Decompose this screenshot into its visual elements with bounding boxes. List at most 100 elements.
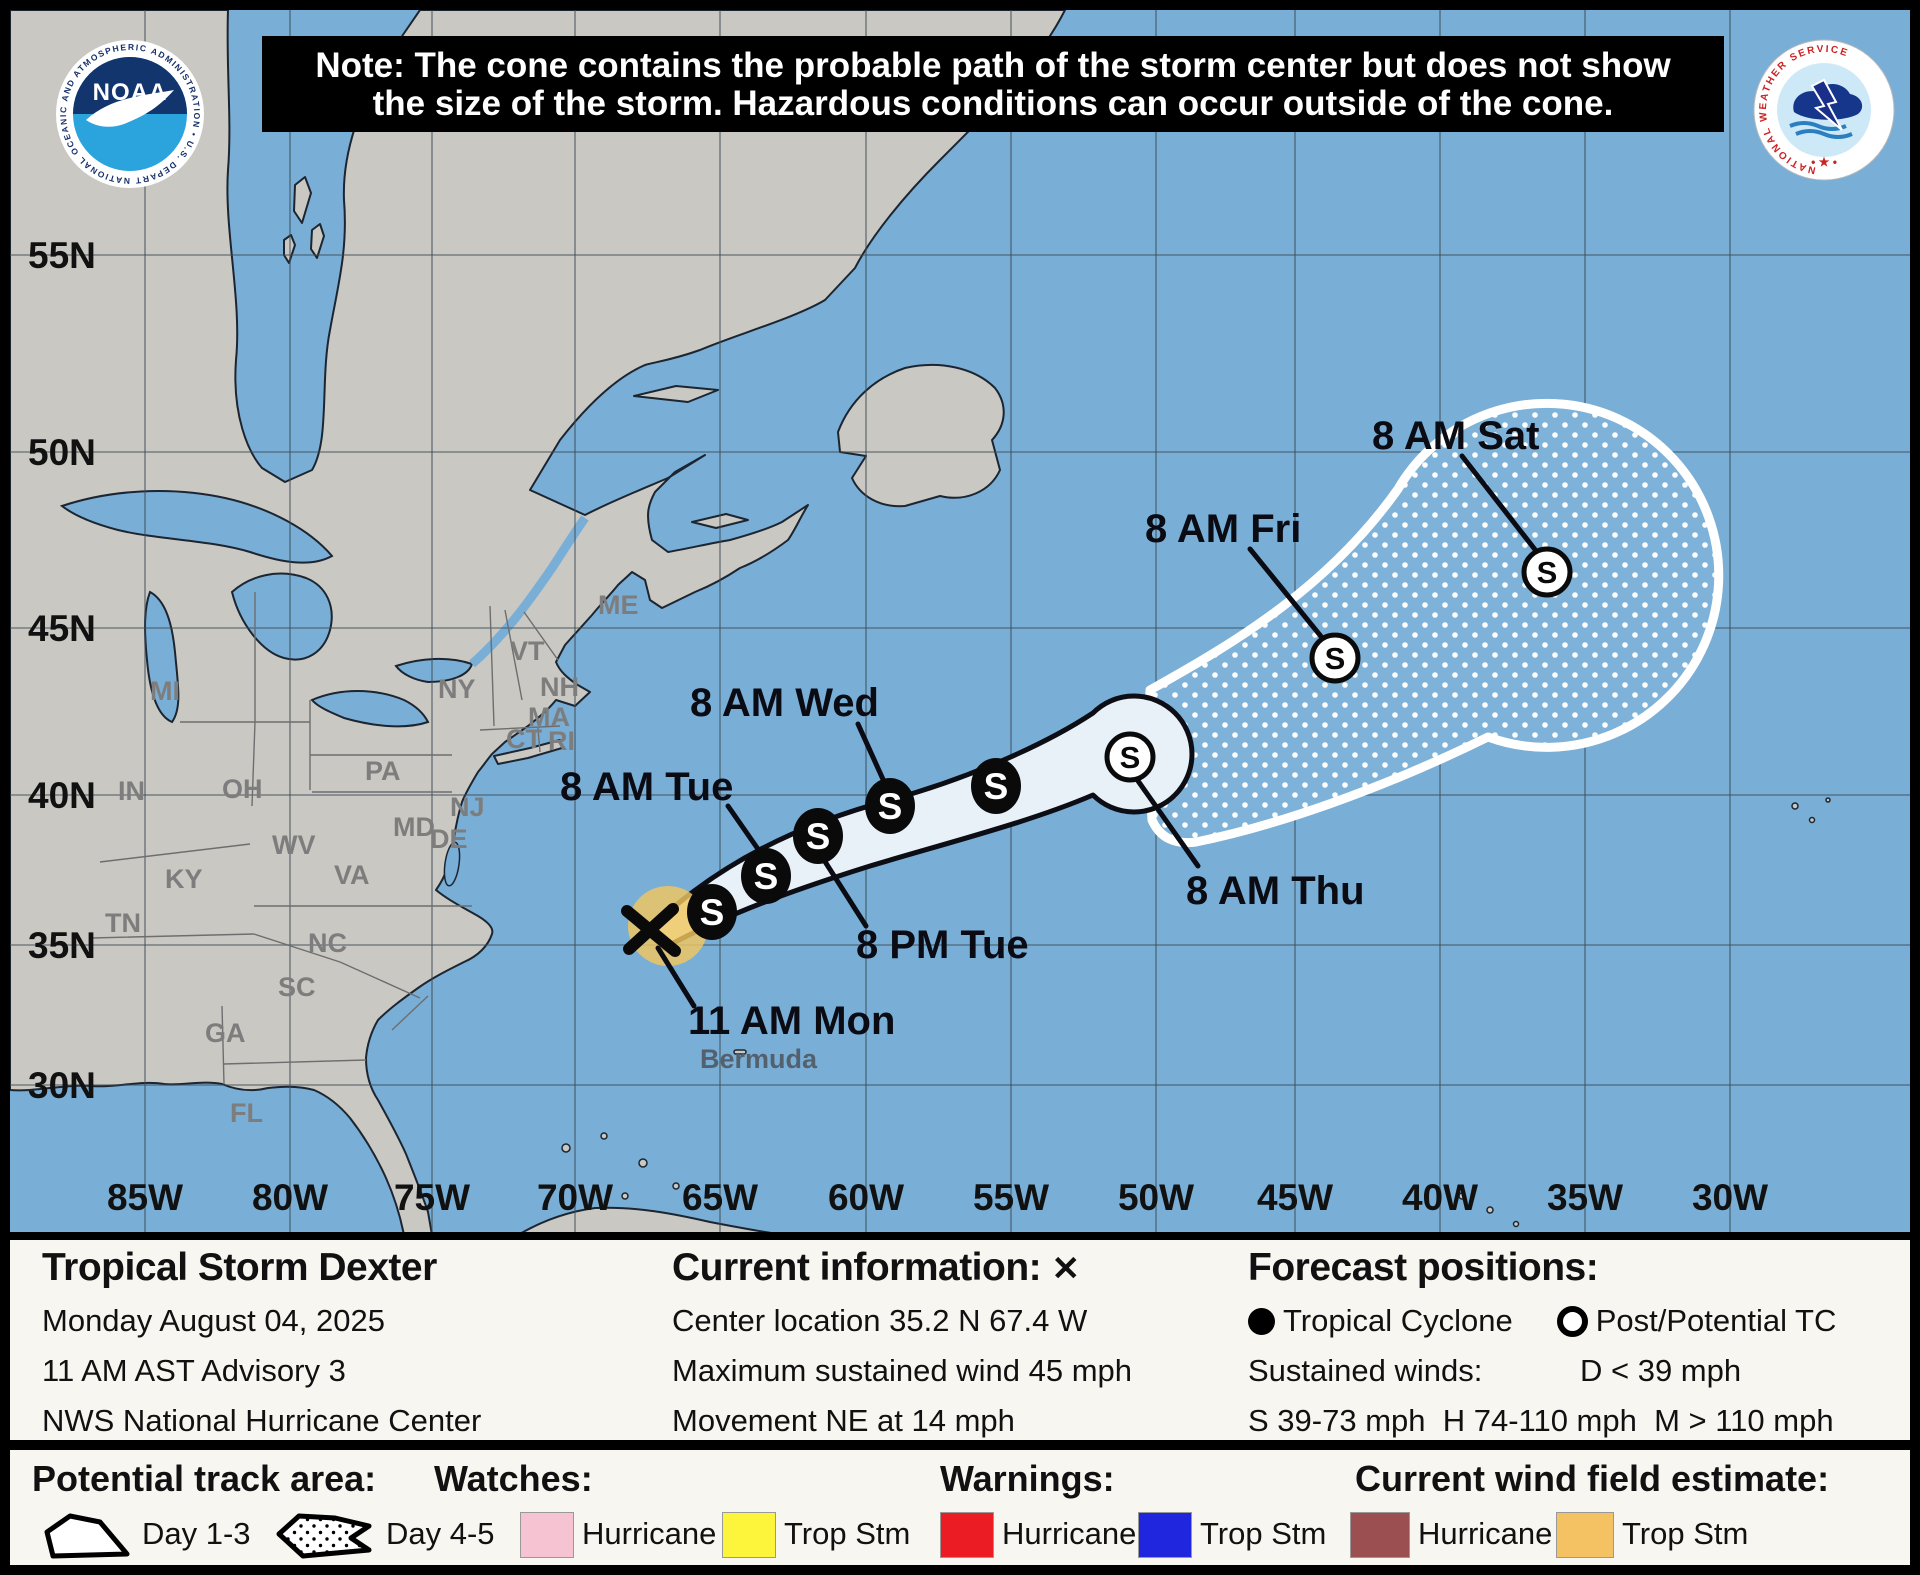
leader-line <box>725 803 763 855</box>
info-panel: Tropical Storm Dexter Monday August 04, … <box>10 1240 1910 1450</box>
lat-label: 35N <box>28 925 96 966</box>
x-marker-glyph: ✕ <box>1051 1250 1081 1288</box>
lon-label: 70W <box>537 1177 613 1218</box>
state-label-ny: NY <box>438 674 476 704</box>
tropstm-warning-swatch <box>1138 1512 1192 1558</box>
graticule <box>10 10 1910 1232</box>
storm-date: Monday August 04, 2025 <box>42 1303 385 1338</box>
lon-label: 75W <box>394 1177 470 1218</box>
forecast-map: 11 AM Mon 8 AM Tue 8 PM Tue 8 AM Wed 8 AM Th… <box>10 10 1910 1232</box>
leader-line <box>655 945 697 1009</box>
hurricane-warning-swatch <box>940 1512 994 1558</box>
time-label: 8 AM Fri <box>1145 507 1301 551</box>
lon-label: 55W <box>973 1177 1049 1218</box>
note-line2: the size of the storm. Hazardous conditi… <box>373 84 1614 123</box>
leader-line <box>1247 546 1331 648</box>
tropical-cyclone-label: Tropical Cyclone <box>1283 1303 1513 1338</box>
land-north-america <box>10 10 1066 1232</box>
state-label-md: MD <box>393 812 435 842</box>
time-label: 8 PM Tue <box>856 923 1029 967</box>
great-lakes <box>59 490 474 887</box>
lon-label: 80W <box>252 1177 328 1218</box>
lon-label: 60W <box>828 1177 904 1218</box>
forecast-point-intensity: S <box>1120 740 1141 775</box>
tropstm-watch-label: Trop Stm <box>784 1516 911 1551</box>
day4-5-label: Day 4-5 <box>386 1516 495 1551</box>
current-info-title: Current information: <box>672 1246 1042 1289</box>
place-label-bermuda: Bermuda <box>700 1044 818 1074</box>
nws-ring-stars: • ★ • <box>1811 155 1837 169</box>
forecast-point-intensity: S <box>754 856 779 897</box>
lon-label: 40W <box>1402 1177 1478 1218</box>
tropstm-warning-label: Trop Stm <box>1200 1516 1327 1551</box>
forecast-positions-title: Forecast positions: <box>1248 1246 1599 1289</box>
lat-label: 55N <box>28 235 96 276</box>
lat-label: 30N <box>28 1065 96 1106</box>
nws-logo: NATIONAL WEATHER SERVICE • ★ • <box>1753 39 1895 181</box>
lake-erie <box>310 690 430 728</box>
state-label-in: IN <box>118 776 145 806</box>
center-location: Center location 35.2 N 67.4 W <box>672 1303 1088 1338</box>
warnings-title: Warnings: <box>940 1458 1115 1499</box>
island-long-island <box>493 739 563 765</box>
leader-line <box>855 721 889 789</box>
wind-category-d: D < 39 mph <box>1580 1353 1742 1388</box>
forecast-point-intensity: S <box>700 892 725 933</box>
lake-superior <box>59 490 334 564</box>
lon-label: 45W <box>1257 1177 1333 1218</box>
forecast-point-open <box>1521 546 1573 598</box>
state-label-mi: MI <box>150 676 180 706</box>
wind-category-scale: S 39-73 mph H 74-110 mph M > 110 mph <box>1248 1403 1834 1438</box>
note-line1: Note: The cone contains the probable pat… <box>315 46 1671 85</box>
noaa-wordmark: NOAA <box>93 79 168 106</box>
movement: Movement NE at 14 mph <box>672 1403 1015 1438</box>
island-newfoundland <box>837 363 1005 508</box>
lon-label: 35W <box>1547 1177 1623 1218</box>
forecast-point-open <box>1309 632 1361 684</box>
map-labels: 55N 50N 45N 40N 35N 30N 85W 80W 75W 70W 65W 60W 55W 5… <box>28 235 1768 1218</box>
lat-label: 50N <box>28 432 96 473</box>
day1-3-cone-icon <box>44 1513 130 1559</box>
forecast-point-intensity: S <box>1325 641 1346 676</box>
lake-huron <box>230 572 333 661</box>
windfield-title: Current wind field estimate: <box>1355 1458 1830 1499</box>
forecast-point-open <box>1104 731 1156 783</box>
state-label-nc: NC <box>308 928 347 958</box>
time-label: 8 AM Wed <box>690 681 879 725</box>
current-position-x <box>623 903 679 955</box>
state-label-nj: NJ <box>450 792 485 822</box>
hurricane-warning-label: Hurricane <box>1002 1516 1137 1551</box>
post-potential-tc-icon <box>1556 1305 1588 1337</box>
leader-line <box>821 857 869 929</box>
leader-line <box>1133 775 1201 869</box>
sustained-winds-label: Sustained winds: <box>1248 1353 1483 1388</box>
storm-title: Tropical Storm Dexter <box>42 1246 437 1289</box>
state-label-nh: NH <box>540 672 579 702</box>
hurricane-watch-label: Hurricane <box>582 1516 717 1551</box>
state-label-fl: FL <box>230 1098 263 1128</box>
current-information: Current information: ✕ Center location 3… <box>672 1244 1132 1446</box>
hurricane-windfield-swatch <box>1350 1512 1410 1558</box>
state-label-oh: OH <box>222 774 263 804</box>
island-cuba <box>521 1206 772 1232</box>
forecast-point-filled <box>971 758 1021 814</box>
state-label-ma: MA <box>528 702 570 732</box>
post-potential-tc-label: Post/Potential TC <box>1595 1303 1837 1338</box>
forecast-point-intensity: S <box>806 816 831 857</box>
leader-line <box>1459 453 1543 559</box>
forecast-point-intensity: S <box>984 766 1009 807</box>
state-label-ga: GA <box>205 1018 246 1048</box>
tropstm-windfield-swatch <box>1556 1512 1614 1558</box>
time-label: 8 AM Thu <box>1186 869 1365 913</box>
state-borders <box>91 592 561 1085</box>
storm-agency: NWS National Hurricane Center <box>42 1403 482 1438</box>
tropstm-watch-swatch <box>722 1512 776 1558</box>
forecast-track: 11 AM Mon 8 AM Tue 8 PM Tue 8 AM Wed 8 AM Th… <box>560 414 1573 1043</box>
state-label-pa: PA <box>365 756 401 786</box>
st-lawrence-river <box>469 515 589 668</box>
storm-summary: Tropical Storm Dexter Monday August 04, … <box>42 1244 481 1446</box>
state-label-me: ME <box>598 590 639 620</box>
chesapeake-bay <box>443 841 461 887</box>
tropical-cyclone-icon <box>1248 1307 1275 1335</box>
